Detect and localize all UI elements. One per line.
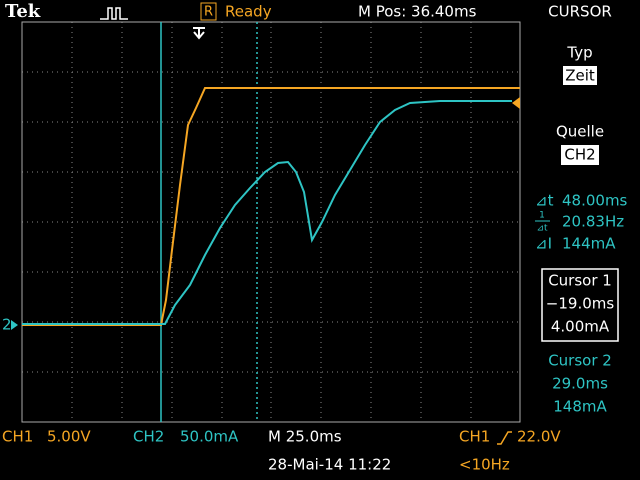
status-flag-box	[200, 2, 217, 21]
trigger-source: CH1	[459, 428, 490, 446]
position: M Pos: 36.40ms	[358, 3, 477, 21]
ch2-trace	[22, 100, 512, 325]
cursor2-title[interactable]: Cursor 2	[548, 352, 612, 370]
cursor1-level: 4.00mA	[551, 318, 610, 336]
cursor2-level: 148mA	[553, 398, 607, 416]
ch1-scale: 5.00V	[47, 428, 91, 446]
menu-title: CURSOR	[548, 3, 612, 21]
ch1-label: CH1	[2, 428, 33, 446]
timebase: M 25.0ms	[268, 428, 342, 446]
delta-i-value: 144mA	[562, 235, 616, 253]
status: Ready	[225, 3, 272, 21]
delta-i-label: ⊿I	[535, 235, 552, 253]
type-value[interactable]: Zeit	[565, 67, 595, 85]
cursor1-box[interactable]	[541, 268, 619, 342]
freq-label-bottom: ⊿t	[536, 224, 548, 234]
ch1-trace	[22, 87, 520, 326]
trigger-position-marker	[193, 27, 205, 40]
delta-t-value: 48.00ms	[562, 192, 628, 210]
date: 28-Mai-14 11:22	[268, 456, 391, 474]
source-box[interactable]	[561, 145, 599, 165]
status-flag: R	[204, 5, 213, 20]
source-label: Quelle	[556, 123, 604, 141]
trigger-level: 22.0V	[517, 428, 561, 446]
graticule	[22, 22, 520, 422]
type-label: Typ	[566, 44, 592, 62]
graticule-border	[21, 21, 521, 423]
ch2-label: CH2	[133, 428, 164, 446]
type-box[interactable]	[563, 66, 597, 85]
delta-t-label: ⊿t	[535, 192, 554, 210]
ch1-level-marker	[512, 97, 520, 109]
brand: Tek	[5, 1, 41, 22]
freq-label-top: 1	[539, 211, 545, 221]
ch2-scale: 50.0mA	[180, 428, 239, 446]
cursor1-time: −19.0ms	[546, 295, 615, 313]
channel-marker: 2	[2, 316, 12, 334]
acquire-icon	[100, 7, 128, 20]
cursor2-time: 29.0ms	[552, 375, 608, 393]
trigger-slope-icon	[497, 431, 512, 445]
freq-value: 20.83Hz	[562, 213, 624, 231]
trigger-frequency: <10Hz	[459, 456, 510, 474]
source-value[interactable]: CH2	[564, 146, 595, 164]
channel-marker-arrow	[11, 320, 18, 330]
cursor1-title[interactable]: Cursor 1	[548, 272, 612, 290]
